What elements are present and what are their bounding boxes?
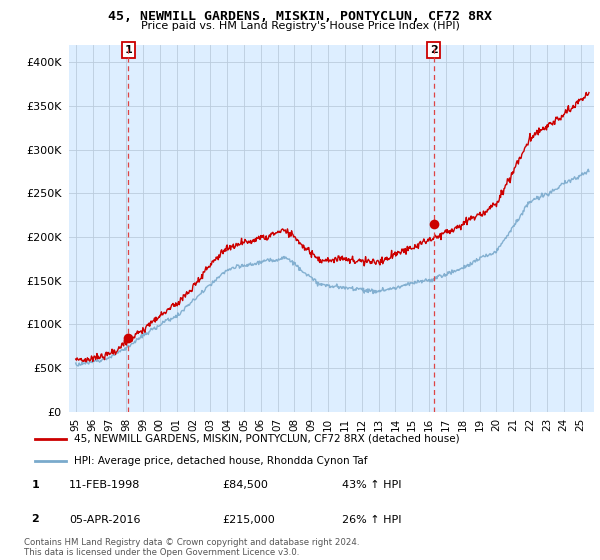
- Text: 43% ↑ HPI: 43% ↑ HPI: [342, 480, 401, 490]
- Text: 45, NEWMILL GARDENS, MISKIN, PONTYCLUN, CF72 8RX: 45, NEWMILL GARDENS, MISKIN, PONTYCLUN, …: [108, 10, 492, 23]
- Text: 45, NEWMILL GARDENS, MISKIN, PONTYCLUN, CF72 8RX (detached house): 45, NEWMILL GARDENS, MISKIN, PONTYCLUN, …: [74, 434, 460, 444]
- Text: 2: 2: [430, 45, 437, 55]
- Text: Contains HM Land Registry data © Crown copyright and database right 2024.
This d: Contains HM Land Registry data © Crown c…: [24, 538, 359, 557]
- Text: £215,000: £215,000: [222, 515, 275, 525]
- Text: 1: 1: [124, 45, 132, 55]
- Text: HPI: Average price, detached house, Rhondda Cynon Taf: HPI: Average price, detached house, Rhon…: [74, 456, 368, 466]
- Text: 1: 1: [32, 480, 39, 489]
- Text: Price paid vs. HM Land Registry's House Price Index (HPI): Price paid vs. HM Land Registry's House …: [140, 21, 460, 31]
- Text: 2: 2: [32, 515, 39, 524]
- Text: 26% ↑ HPI: 26% ↑ HPI: [342, 515, 401, 525]
- Text: 05-APR-2016: 05-APR-2016: [69, 515, 140, 525]
- Text: 11-FEB-1998: 11-FEB-1998: [69, 480, 140, 490]
- Text: £84,500: £84,500: [222, 480, 268, 490]
